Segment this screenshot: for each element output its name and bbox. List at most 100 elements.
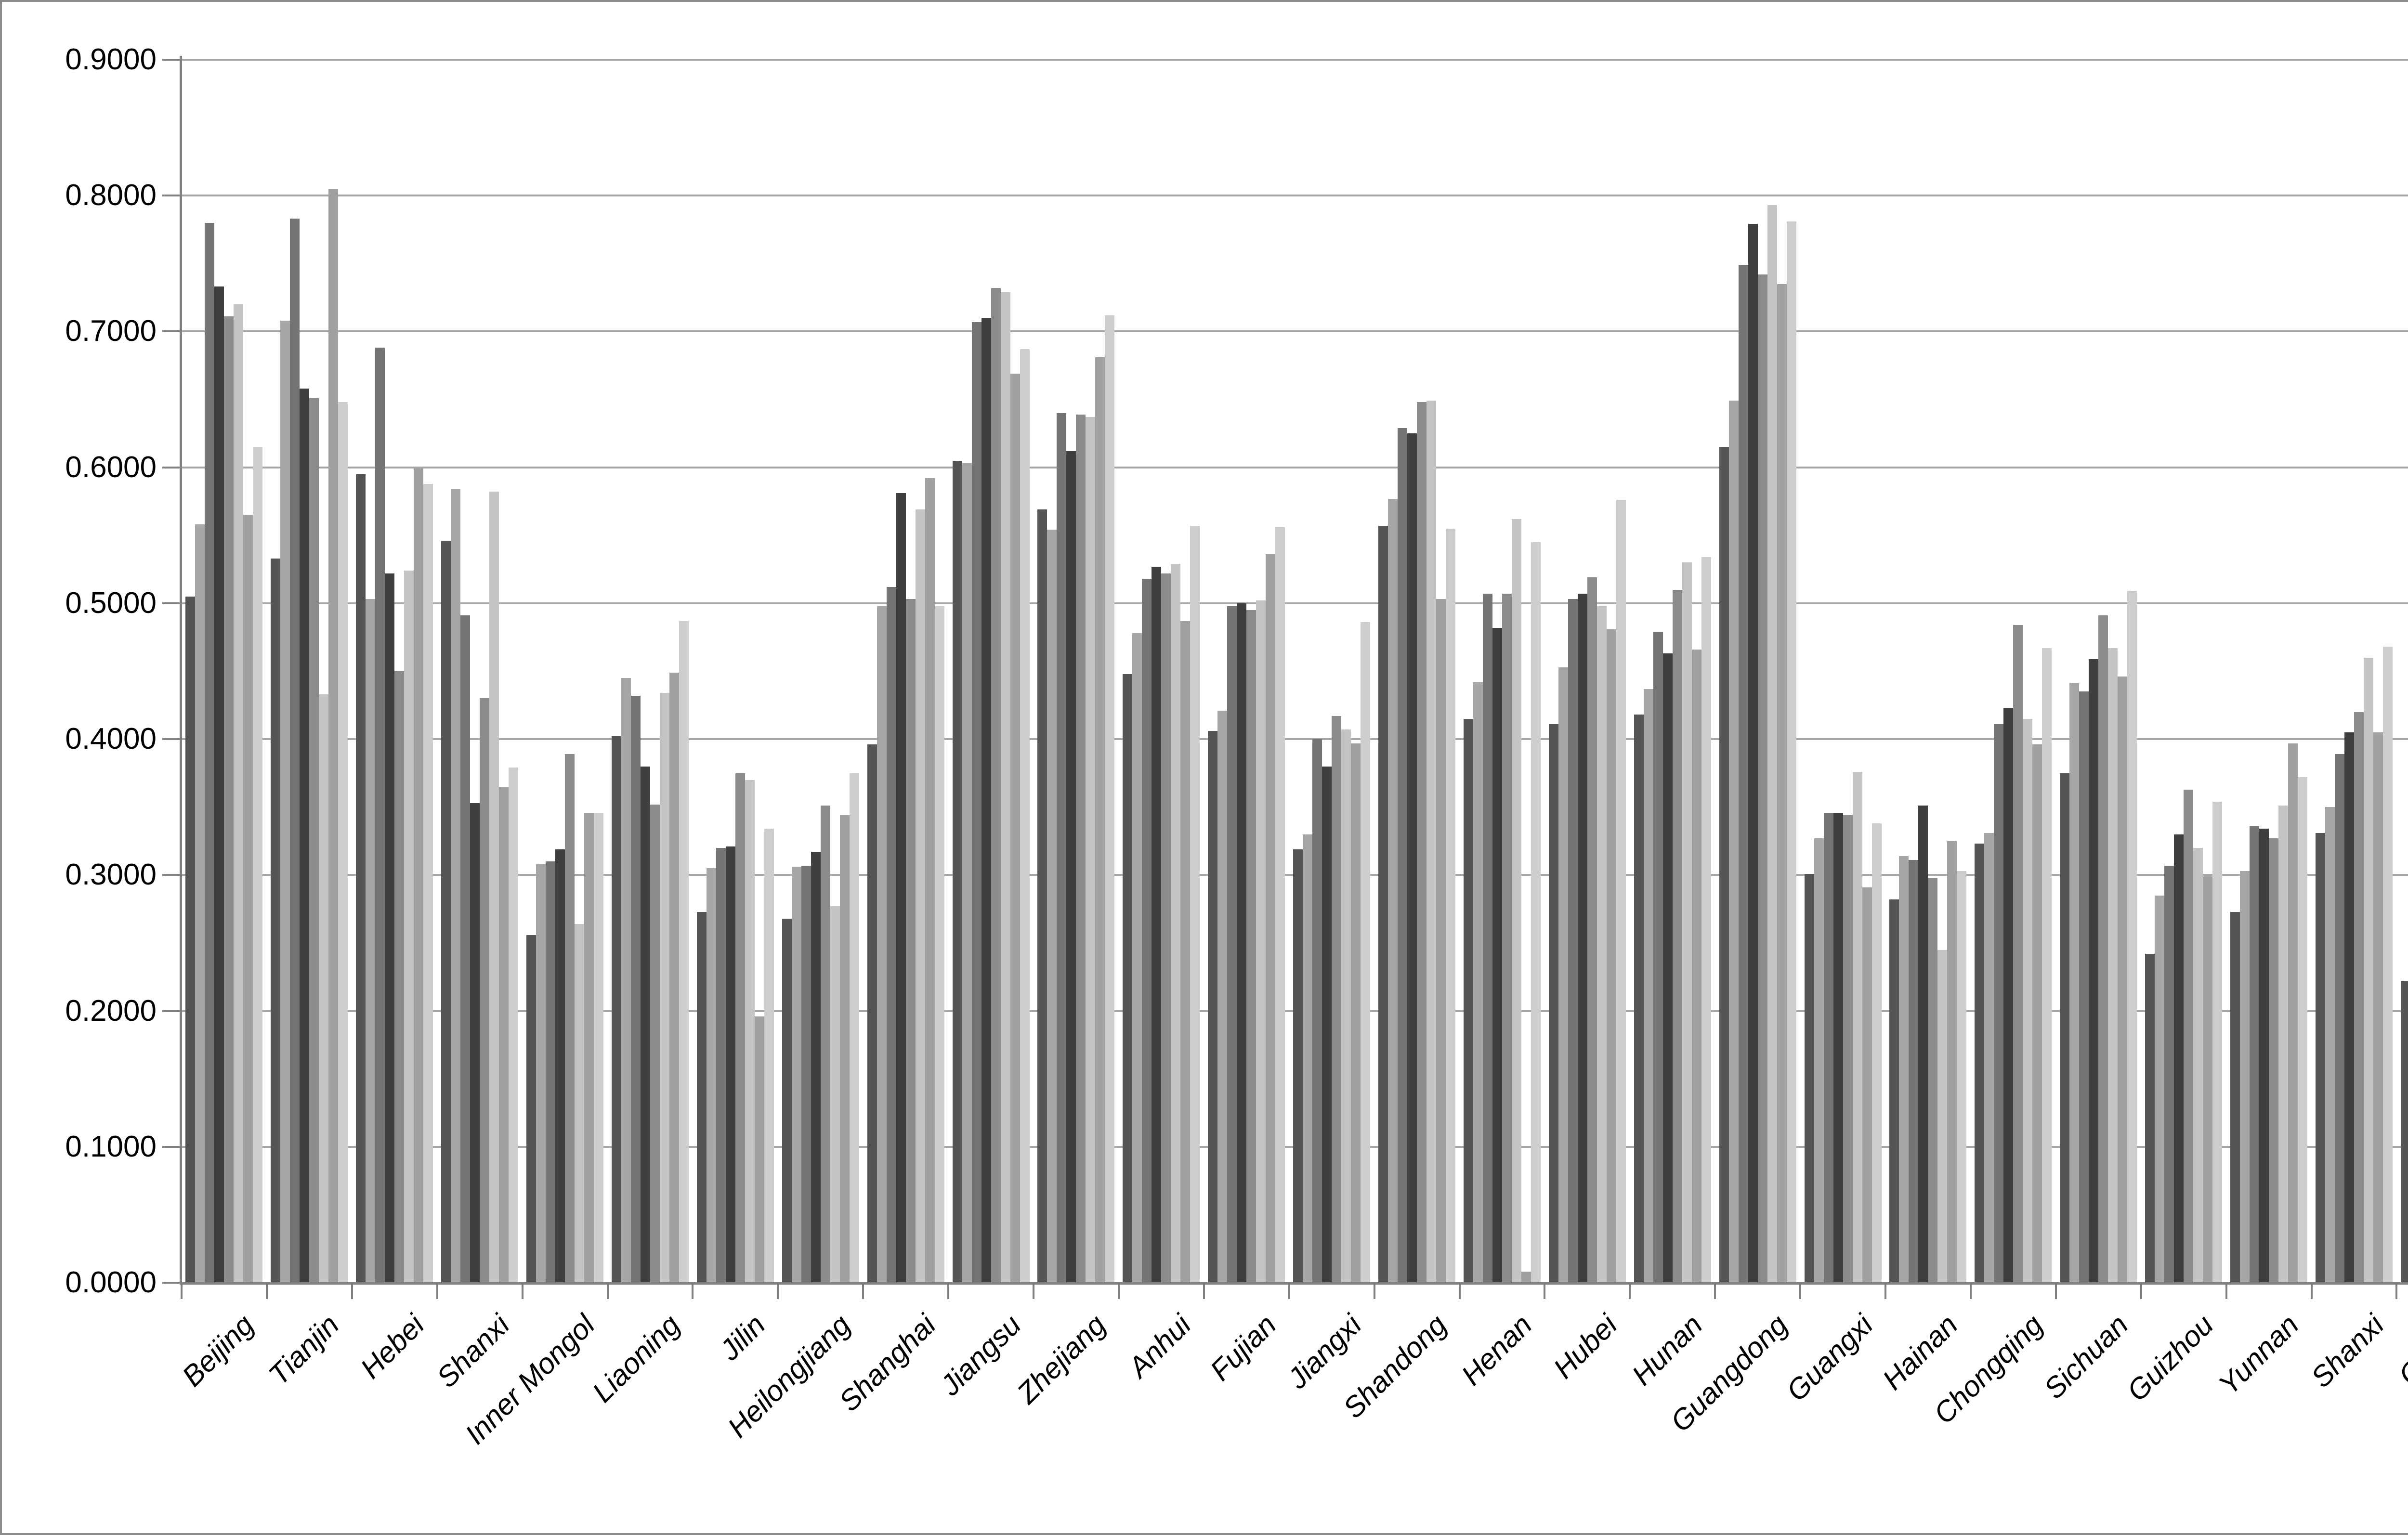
bar	[953, 461, 962, 1283]
bar	[499, 787, 509, 1283]
bar	[309, 398, 319, 1283]
bar	[2316, 833, 2325, 1283]
bar	[982, 318, 991, 1283]
bar	[2354, 712, 2364, 1283]
bar	[2060, 773, 2069, 1283]
bar	[2127, 591, 2137, 1283]
bar	[214, 286, 224, 1283]
bar	[1161, 573, 1171, 1283]
x-axis-tick	[2395, 1284, 2397, 1299]
bar	[2383, 647, 2393, 1283]
bar	[575, 924, 584, 1283]
bar	[1928, 878, 1937, 1283]
y-axis-tick	[162, 195, 181, 196]
bar	[1436, 599, 1446, 1283]
x-axis-tick	[436, 1284, 438, 1299]
bar	[2325, 807, 2335, 1283]
bar	[224, 316, 234, 1283]
bar	[830, 906, 840, 1283]
bar	[1361, 622, 1370, 1283]
bar	[1341, 729, 1351, 1283]
gridline	[182, 195, 2408, 196]
bar	[1597, 606, 1607, 1283]
bar	[1171, 564, 1180, 1283]
x-axis-tick	[2140, 1284, 2142, 1299]
bar	[1190, 526, 1200, 1283]
bar	[1957, 871, 1966, 1283]
bar	[1587, 577, 1597, 1283]
y-tick-label: 0.2000	[65, 994, 157, 1028]
y-tick-label: 0.5000	[65, 586, 157, 620]
x-axis-tick	[1033, 1284, 1034, 1299]
bar	[1303, 834, 1312, 1283]
x-axis-line	[182, 1282, 2408, 1285]
bar	[1843, 815, 1853, 1283]
x-axis-tick	[1629, 1284, 1631, 1299]
y-tick-label: 0.1000	[65, 1130, 157, 1163]
bar	[1947, 841, 1957, 1283]
bar	[1673, 590, 1682, 1283]
bar	[1208, 731, 1217, 1283]
bar	[2155, 896, 2164, 1283]
bar	[1473, 682, 1483, 1283]
bar	[423, 484, 433, 1283]
bar	[1332, 716, 1341, 1283]
bar	[1889, 899, 1899, 1283]
x-axis-tick	[1288, 1284, 1290, 1299]
bar	[1246, 610, 1256, 1283]
x-axis-tick	[1203, 1284, 1205, 1299]
x-axis-tick	[1885, 1284, 1886, 1299]
x-axis-tick	[522, 1284, 523, 1299]
bar	[1824, 813, 1833, 1283]
x-axis-tick	[1799, 1284, 1801, 1299]
gridline	[182, 59, 2408, 61]
bar	[1037, 509, 1047, 1283]
bar	[2364, 658, 2373, 1283]
bar	[280, 321, 290, 1283]
x-axis-tick	[351, 1284, 353, 1299]
bar	[366, 599, 375, 1283]
bar	[555, 849, 565, 1283]
bar	[1899, 856, 1909, 1283]
bar	[509, 768, 518, 1283]
bar	[1558, 667, 1568, 1283]
bar	[1853, 772, 1862, 1283]
bar	[925, 478, 935, 1283]
bar	[2335, 754, 2344, 1283]
bar	[584, 813, 594, 1283]
gridline	[182, 738, 2408, 740]
bar	[1001, 292, 1010, 1283]
bar	[1266, 554, 1275, 1283]
bar	[536, 864, 546, 1283]
bar	[2032, 744, 2042, 1283]
bar	[1217, 711, 1227, 1283]
bar	[1644, 689, 1653, 1283]
bar	[2344, 732, 2354, 1283]
bar	[1464, 719, 1473, 1283]
bar	[404, 571, 414, 1283]
bar	[650, 805, 660, 1283]
bar	[2203, 876, 2212, 1283]
y-tick-label: 0.0000	[65, 1266, 157, 1299]
bar	[745, 780, 755, 1283]
bar	[1692, 650, 1701, 1283]
bar	[2013, 625, 2023, 1283]
bar	[1729, 401, 1739, 1283]
x-axis-tick	[2225, 1284, 2227, 1299]
bar	[1086, 417, 1095, 1283]
bar	[2259, 829, 2269, 1283]
bar	[2298, 777, 2307, 1283]
x-axis-tick	[1970, 1284, 1972, 1299]
x-axis-tick	[1544, 1284, 1545, 1299]
bar	[916, 509, 925, 1283]
bar	[1351, 743, 1361, 1283]
bar	[1066, 451, 1076, 1283]
bar	[1748, 224, 1758, 1283]
bar	[1388, 499, 1398, 1283]
bar	[1123, 674, 1132, 1283]
bar	[1010, 374, 1020, 1283]
bar	[1502, 594, 1512, 1283]
y-tick-label: 0.8000	[65, 179, 157, 212]
bar	[1378, 526, 1388, 1283]
bar	[205, 223, 214, 1283]
